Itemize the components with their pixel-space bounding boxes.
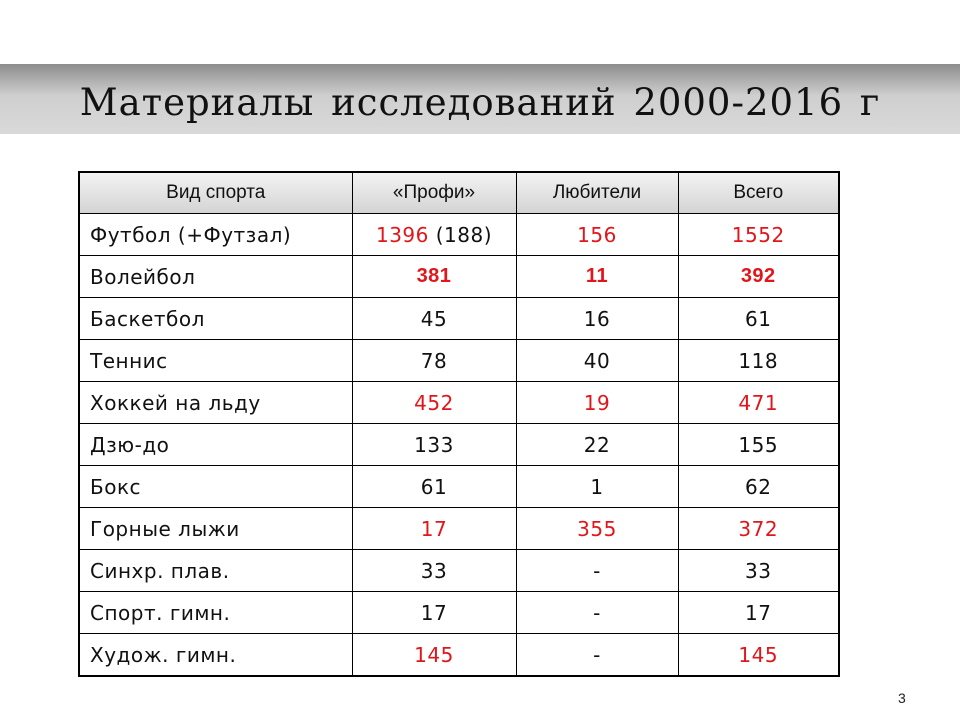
header-sport: Вид спорта bbox=[78, 171, 353, 214]
pro-count: 133 bbox=[351, 423, 517, 466]
sport-name: Спорт. гимн. bbox=[78, 591, 353, 634]
total-count: 392 bbox=[677, 255, 840, 298]
amateur-count: 40 bbox=[515, 339, 679, 382]
pro-count-extra: (188) bbox=[428, 222, 493, 247]
total-count: 118 bbox=[677, 339, 840, 382]
sport-name: Бокс bbox=[78, 465, 353, 508]
table-header-row: Вид спорта «Профи» Любители Всего bbox=[78, 171, 840, 214]
pro-count: 78 bbox=[351, 339, 517, 382]
table-row: Волейбол 381 11 392 bbox=[78, 255, 840, 298]
sport-name: Футбол (+Футзал) bbox=[78, 213, 353, 256]
amateur-count: 156 bbox=[515, 213, 679, 256]
sport-name: Дзю-до bbox=[78, 423, 353, 466]
total-count: 372 bbox=[677, 507, 840, 550]
pro-count: 17 bbox=[351, 507, 517, 550]
sport-name: Синхр. плав. bbox=[78, 549, 353, 592]
total-count: 1552 bbox=[677, 213, 840, 256]
header-amateur: Любители bbox=[515, 171, 679, 214]
total-count: 145 bbox=[677, 633, 840, 677]
pro-count: 33 bbox=[351, 549, 517, 592]
table-row: Худож. гимн. 145 - 145 bbox=[78, 633, 840, 677]
table-row: Спорт. гимн. 17 - 17 bbox=[78, 591, 840, 634]
amateur-count: 1 bbox=[515, 465, 679, 508]
sports-table: Вид спорта «Профи» Любители Всего Футбол… bbox=[78, 171, 840, 677]
sport-name: Баскетбол bbox=[78, 297, 353, 340]
total-count: 62 bbox=[677, 465, 840, 508]
slide-title: Материалы исследований 2000-2016 г bbox=[79, 81, 881, 124]
table-row: Синхр. плав. 33 - 33 bbox=[78, 549, 840, 592]
pro-count: 17 bbox=[351, 591, 517, 634]
table-row: Горные лыжи 17 355 372 bbox=[78, 507, 840, 550]
pro-count: 381 bbox=[351, 255, 517, 298]
amateur-count: 19 bbox=[515, 381, 679, 424]
page-number: 3 bbox=[898, 690, 906, 706]
amateur-count: 355 bbox=[515, 507, 679, 550]
table-row: Дзю-до 133 22 155 bbox=[78, 423, 840, 466]
total-count: 61 bbox=[677, 297, 840, 340]
pro-count: 452 bbox=[351, 381, 517, 424]
amateur-count: 16 bbox=[515, 297, 679, 340]
sport-name: Волейбол bbox=[78, 255, 353, 298]
sport-name: Худож. гимн. bbox=[78, 633, 353, 677]
pro-count: 145 bbox=[351, 633, 517, 677]
header-total: Всего bbox=[677, 171, 840, 214]
sport-name: Теннис bbox=[78, 339, 353, 382]
pro-count: 1396 (188) bbox=[351, 213, 517, 256]
total-count: 471 bbox=[677, 381, 840, 424]
sport-name: Горные лыжи bbox=[78, 507, 353, 550]
total-count: 155 bbox=[677, 423, 840, 466]
header-pro: «Профи» bbox=[351, 171, 517, 214]
total-count: 33 bbox=[677, 549, 840, 592]
table-row: Футбол (+Футзал) 1396 (188) 156 1552 bbox=[78, 213, 840, 256]
total-count: 17 bbox=[677, 591, 840, 634]
amateur-count: - bbox=[515, 633, 679, 677]
pro-count: 45 bbox=[351, 297, 517, 340]
sport-name: Хоккей на льду bbox=[78, 381, 353, 424]
table-row: Бокс 61 1 62 bbox=[78, 465, 840, 508]
amateur-count: 11 bbox=[515, 255, 679, 298]
amateur-count: 22 bbox=[515, 423, 679, 466]
pro-count-main: 1396 bbox=[375, 222, 429, 247]
table-row: Баскетбол 45 16 61 bbox=[78, 297, 840, 340]
title-band bbox=[0, 64, 960, 134]
amateur-count: - bbox=[515, 549, 679, 592]
pro-count: 61 bbox=[351, 465, 517, 508]
table-row: Теннис 78 40 118 bbox=[78, 339, 840, 382]
table-row: Хоккей на льду 452 19 471 bbox=[78, 381, 840, 424]
amateur-count: - bbox=[515, 591, 679, 634]
